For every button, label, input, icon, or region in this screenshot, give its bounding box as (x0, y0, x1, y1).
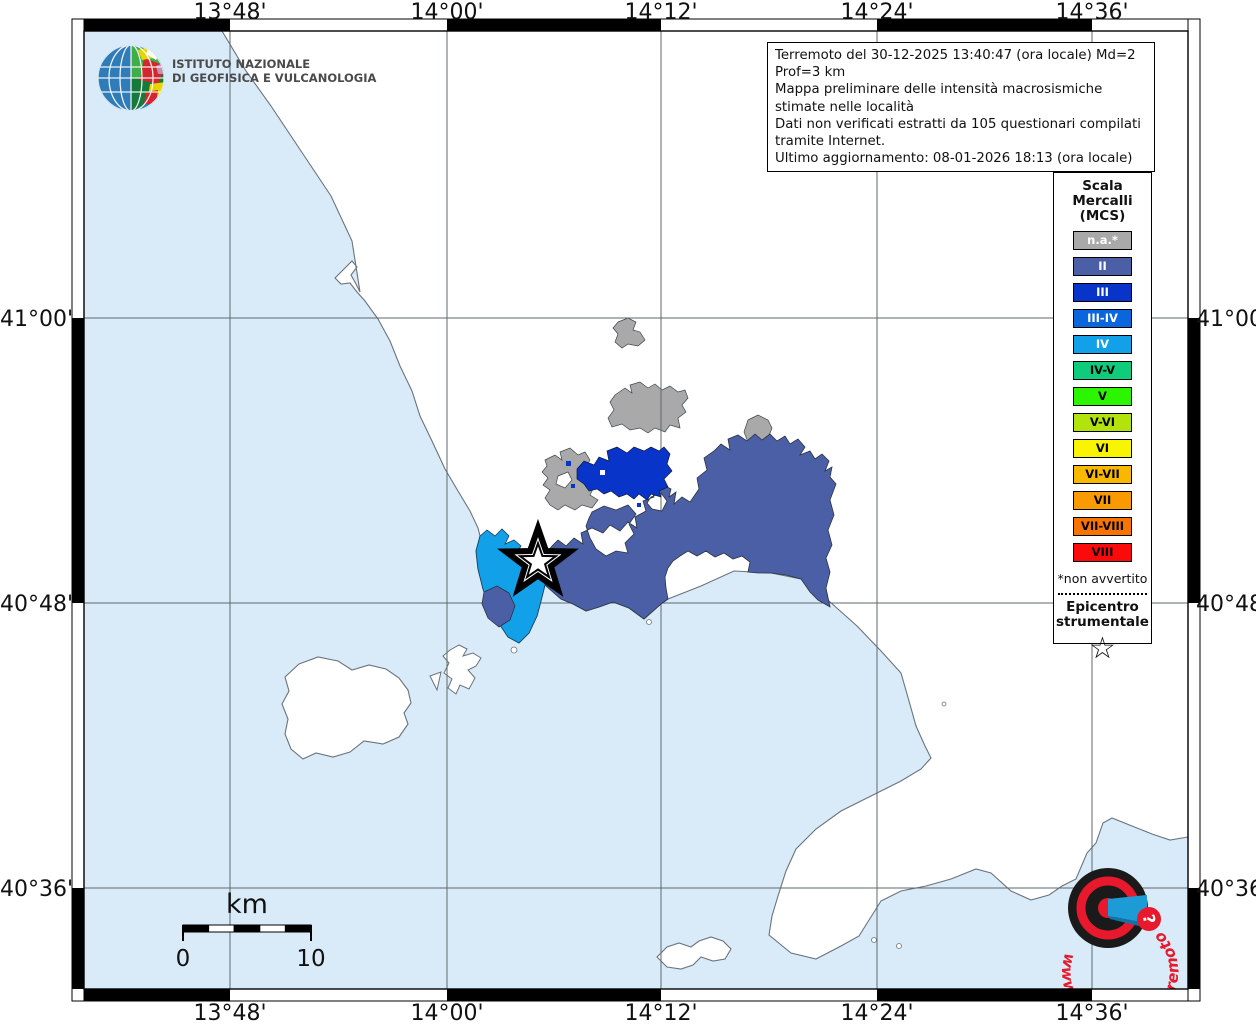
legend-epicenter-star-icon: ☆ (1089, 631, 1116, 666)
axis-label-top-4: 14°24' (840, 0, 914, 25)
ingv-globe-icon (98, 45, 164, 111)
info-line-map-type: Mappa preliminare delle intensità macros… (775, 82, 1103, 115)
info-line-questionnaires: Dati non verificati estratti da 105 ques… (775, 116, 1141, 150)
region-intensity-ii-bacoli (481, 585, 516, 628)
axis-label-bottom-4: 14°24' (840, 1001, 914, 1026)
legend-epicenter-label: Epicentro strumentale (1056, 599, 1149, 630)
info-line-event: Terremoto del 30-12-2025 13:40:47 (ora l… (775, 48, 1136, 81)
axis-label-bottom-1: 13°48' (193, 1001, 267, 1026)
ingv-logo-line1: ISTITUTO NAZIONALE (172, 57, 311, 71)
legend-title: Scala Mercalli (MCS) (1072, 178, 1133, 224)
axis-label-top-1: 13°48' (193, 0, 267, 25)
region-intensity-ii-main (542, 433, 837, 620)
intensity-legend: Scala Mercalli (MCS) n.a.* II III III-IV… (1053, 172, 1152, 665)
legend-item-viii: VIII (1073, 543, 1132, 562)
region-intensity-iii (566, 446, 673, 507)
axis-label-left-2: 40°48' (0, 592, 74, 617)
earthquake-info-box: Terremoto del 30-12-2025 13:40:47 (ora l… (767, 42, 1155, 173)
legend-item-vii: VII (1073, 491, 1132, 510)
legend-item-iv-v: IV-V (1073, 361, 1132, 380)
legend-item-ii: II (1073, 257, 1132, 276)
axis-label-top-3: 14°12' (624, 0, 698, 25)
legend-item-vi: VI (1073, 439, 1132, 458)
axis-label-bottom-2: 14°00' (410, 1001, 484, 1026)
legend-item-na: n.a.* (1073, 231, 1132, 250)
map-frame (71, 18, 1201, 1002)
scale-bar-min: 0 (176, 946, 191, 972)
legend-item-iii: III (1073, 283, 1132, 302)
legend-divider (1058, 593, 1147, 595)
island-procida (442, 644, 482, 695)
scale-bar-unit: km (226, 889, 268, 920)
legend-item-vii-viii: VII-VIII (1073, 517, 1132, 536)
ingv-logo-line2: DI GEOFISICA E VULCANOLOGIA (172, 70, 377, 85)
axis-label-right-2: 40°48' (1196, 592, 1256, 617)
axis-label-top-5: 14°36' (1055, 0, 1129, 25)
info-line-updated: Ultimo aggiornamento: 08-01-2026 18:13 (… (775, 151, 1133, 167)
region-na-west-hole (555, 471, 573, 489)
island-capri (656, 936, 732, 970)
axis-label-bottom-5: 14°36' (1055, 1001, 1129, 1026)
islet-miseno (510, 646, 518, 654)
axis-label-left-3: 40°36' (0, 877, 74, 902)
legend-item-iv: IV (1073, 335, 1132, 354)
scale-bar-max: 10 (296, 946, 325, 972)
islet-li-galli-2 (896, 943, 902, 949)
epicenter-star (497, 518, 579, 597)
islet-vesuvio-coast (941, 701, 947, 707)
axis-label-right-1: 41°00' (1196, 307, 1256, 332)
scale-bar: km 0 10 (176, 889, 326, 972)
legend-footnote: *non avvertito (1057, 571, 1148, 586)
logo-megaphone-icon (1108, 895, 1147, 923)
islet-li-galli-1 (871, 937, 877, 943)
axis-label-left-1: 41°00' (0, 307, 74, 332)
legend-item-vi-vii: VI-VII (1073, 465, 1132, 484)
axis-label-top-2: 14°00' (410, 0, 484, 25)
islet-nisida (646, 619, 652, 625)
logo-question-badge (1137, 907, 1161, 931)
region-na-center (607, 381, 689, 434)
ingv-logo-text: ISTITUTO NAZIONALE DI GEOFISICA E VULCAN… (172, 57, 377, 85)
logo-question-mark: ? (1139, 913, 1159, 925)
legend-item-v: V (1073, 387, 1132, 406)
island-vivara (429, 671, 442, 692)
region-na-north (612, 317, 646, 349)
legend-item-v-vi: V-VI (1073, 413, 1132, 432)
axis-label-bottom-3: 14°12' (624, 1001, 698, 1026)
island-ischia (281, 656, 412, 760)
axis-label-right-3: 40°36' (1196, 877, 1256, 902)
legend-item-iii-iv: III-IV (1073, 309, 1132, 328)
